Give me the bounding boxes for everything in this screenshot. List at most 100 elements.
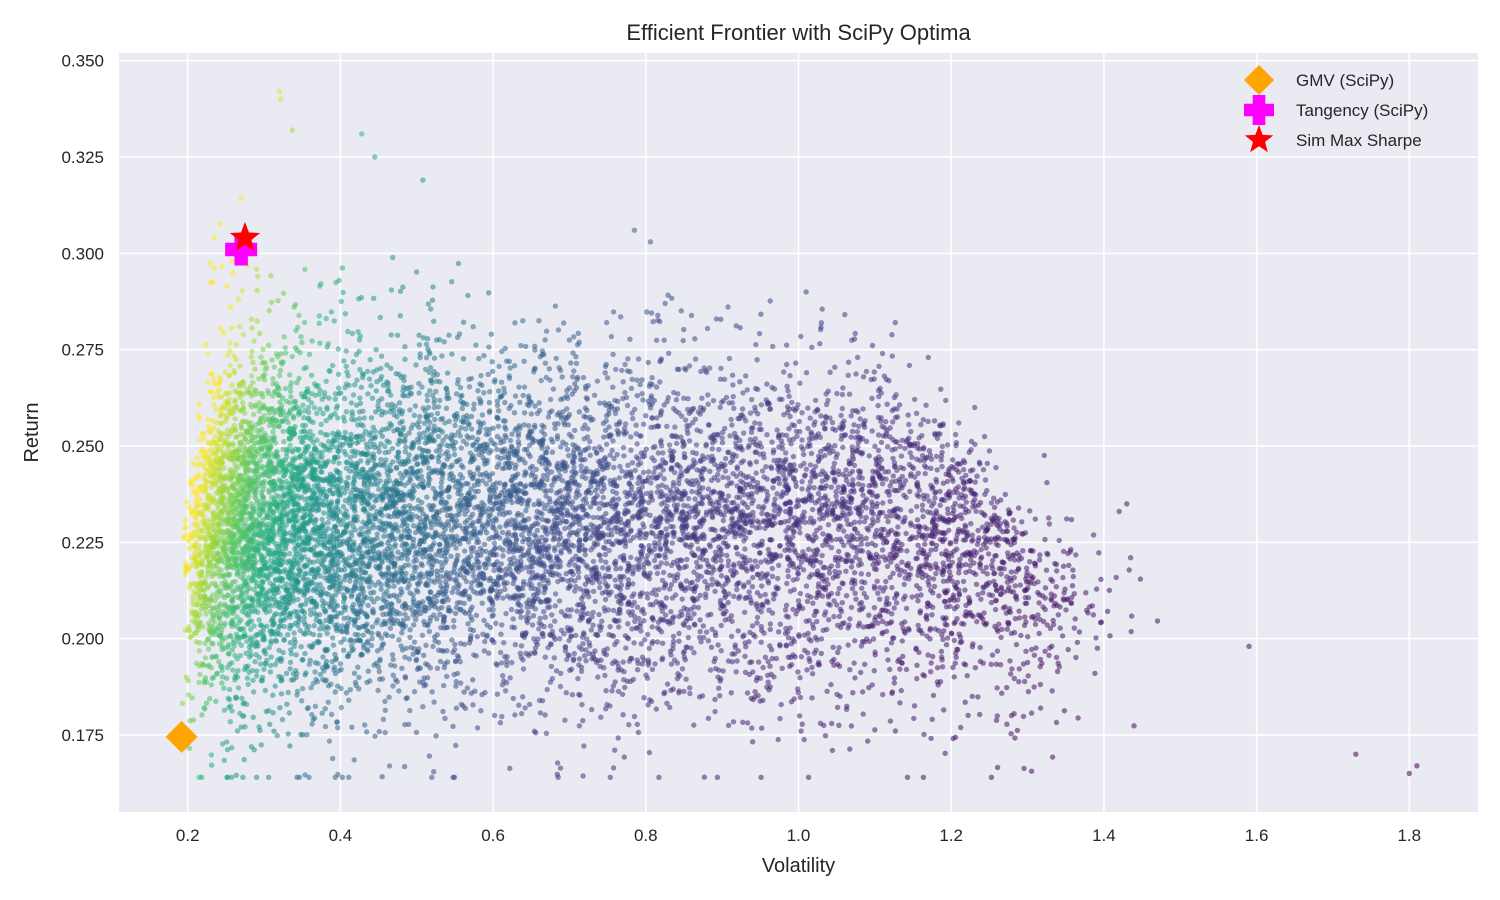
- portfolio-point: [1019, 519, 1025, 525]
- portfolio-point: [888, 559, 894, 565]
- portfolio-point: [211, 619, 217, 625]
- portfolio-point: [914, 675, 920, 682]
- portfolio-point: [470, 573, 477, 579]
- portfolio-point: [972, 665, 978, 671]
- portfolio-point: [592, 598, 598, 605]
- portfolio-point: [737, 379, 743, 385]
- portfolio-point: [1071, 625, 1078, 631]
- portfolio-point: [312, 703, 319, 709]
- portfolio-point: [451, 451, 458, 458]
- portfolio-point: [387, 537, 393, 544]
- portfolio-point: [259, 360, 265, 366]
- portfolio-point: [335, 415, 341, 421]
- portfolio-point: [977, 461, 983, 467]
- portfolio-point: [518, 342, 524, 349]
- portfolio-point: [811, 485, 817, 491]
- portfolio-point: [699, 395, 705, 401]
- portfolio-point: [1045, 551, 1051, 558]
- portfolio-point: [202, 655, 209, 661]
- portfolio-point: [229, 382, 235, 388]
- portfolio-point: [667, 586, 673, 592]
- portfolio-point: [722, 468, 729, 474]
- portfolio-point: [457, 384, 464, 391]
- portfolio-point: [1004, 684, 1010, 691]
- portfolio-point: [829, 419, 836, 426]
- portfolio-point: [988, 774, 995, 780]
- portfolio-point: [659, 608, 665, 615]
- portfolio-point: [459, 405, 465, 412]
- portfolio-point: [470, 324, 476, 330]
- portfolio-point: [871, 376, 877, 382]
- portfolio-point: [905, 626, 912, 632]
- portfolio-point: [545, 580, 551, 586]
- portfolio-point: [221, 707, 228, 713]
- portfolio-point: [784, 383, 790, 389]
- portfolio-point: [925, 652, 931, 658]
- portfolio-point: [342, 311, 348, 317]
- portfolio-point: [781, 369, 787, 375]
- portfolio-point: [458, 640, 464, 647]
- portfolio-point: [1025, 673, 1031, 679]
- portfolio-point: [457, 433, 463, 439]
- portfolio-point: [219, 741, 226, 747]
- portfolio-point: [836, 645, 842, 651]
- portfolio-point: [387, 421, 393, 427]
- portfolio-point: [501, 640, 507, 646]
- portfolio-point: [770, 485, 776, 491]
- portfolio-point: [918, 421, 924, 428]
- portfolio-point: [676, 477, 682, 483]
- portfolio-point: [1021, 622, 1028, 629]
- portfolio-point: [686, 624, 692, 631]
- portfolio-point: [500, 595, 506, 601]
- portfolio-point: [933, 570, 939, 577]
- portfolio-point: [1042, 585, 1049, 591]
- portfolio-point: [224, 352, 231, 359]
- portfolio-point: [199, 557, 205, 563]
- portfolio-point: [232, 652, 238, 658]
- portfolio-point: [977, 711, 983, 718]
- portfolio-point: [758, 559, 764, 565]
- portfolio-point: [342, 490, 348, 496]
- portfolio-point: [919, 630, 925, 637]
- portfolio-point: [1027, 559, 1033, 565]
- portfolio-point: [839, 405, 845, 412]
- portfolio-point: [461, 600, 467, 607]
- portfolio-point: [451, 618, 457, 624]
- portfolio-point: [541, 488, 548, 494]
- portfolio-point: [692, 356, 699, 362]
- portfolio-point: [765, 658, 771, 665]
- portfolio-point: [211, 234, 218, 241]
- portfolio-point: [674, 440, 680, 447]
- portfolio-point: [323, 315, 329, 322]
- portfolio-point: [376, 728, 382, 735]
- portfolio-point: [1093, 635, 1099, 641]
- portfolio-point: [853, 371, 859, 377]
- portfolio-point: [580, 717, 586, 724]
- portfolio-point: [453, 742, 459, 749]
- portfolio-point: [338, 477, 344, 483]
- portfolio-point: [835, 649, 841, 656]
- portfolio-point: [991, 570, 997, 577]
- portfolio-point: [1043, 567, 1050, 573]
- portfolio-point: [860, 492, 866, 498]
- portfolio-point: [850, 477, 856, 483]
- portfolio-point: [663, 595, 669, 601]
- portfolio-point: [777, 715, 783, 722]
- portfolio-point: [956, 592, 963, 598]
- portfolio-point: [675, 391, 681, 397]
- portfolio-point: [557, 520, 563, 526]
- portfolio-point: [580, 773, 586, 779]
- portfolio-point: [533, 730, 539, 736]
- portfolio-point: [728, 416, 734, 423]
- portfolio-point: [922, 470, 928, 477]
- portfolio-point: [366, 584, 373, 590]
- portfolio-point: [1031, 652, 1038, 658]
- portfolio-point: [548, 487, 554, 494]
- portfolio-point: [824, 688, 830, 694]
- portfolio-point: [516, 702, 522, 708]
- portfolio-point: [852, 590, 858, 596]
- portfolio-point: [628, 434, 634, 440]
- portfolio-point: [703, 441, 709, 448]
- portfolio-point: [993, 464, 999, 471]
- portfolio-point: [222, 620, 228, 627]
